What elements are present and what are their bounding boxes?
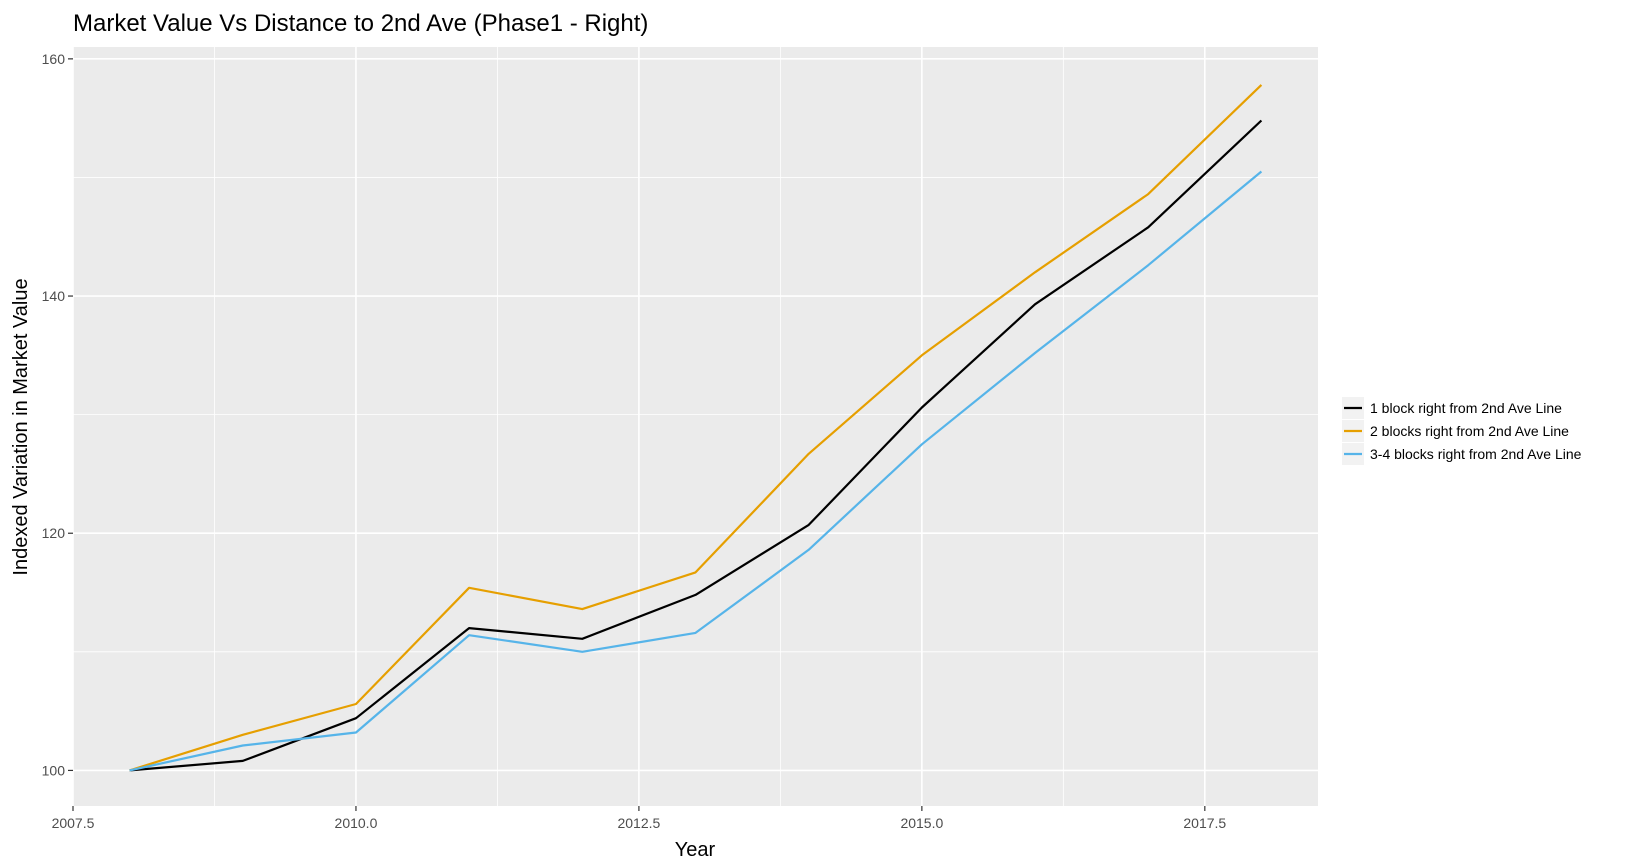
series-line-1	[129, 119, 1263, 772]
series-lines	[129, 84, 1263, 772]
x-axis-ticks: 2007.5 2010.0 2012.5 2015.0 2017.5	[52, 806, 1226, 831]
chart-title: Market Value Vs Distance to 2nd Ave (Pha…	[73, 10, 648, 37]
grid-minor	[73, 47, 1318, 806]
y-tick-label: 160	[42, 51, 66, 67]
legend: 1 block right from 2nd Ave Line 2 blocks …	[1342, 397, 1582, 465]
x-tick-label: 2007.5	[52, 815, 95, 831]
series-line-2	[129, 84, 1263, 772]
x-tick-label: 2015.0	[900, 815, 943, 831]
plot-panel	[73, 47, 1318, 806]
x-tick-label: 2017.5	[1183, 815, 1226, 831]
y-tick-label: 140	[42, 288, 66, 304]
x-tick-label: 2012.5	[617, 815, 660, 831]
y-axis-title: Indexed Variation in Market Value	[10, 278, 32, 575]
legend-label-2: 2 blocks right from 2nd Ave Line	[1370, 423, 1569, 439]
y-tick-label: 120	[42, 525, 66, 541]
x-tick-label: 2010.0	[335, 815, 378, 831]
x-axis-title: Year	[675, 839, 716, 861]
y-tick-label: 100	[42, 762, 66, 778]
y-axis-ticks: 100 120 140 160	[42, 51, 73, 778]
legend-label-3: 3-4 blocks right from 2nd Ave Line	[1370, 446, 1582, 462]
legend-label-1: 1 block right from 2nd Ave Line	[1370, 400, 1562, 416]
series-line-3	[129, 170, 1263, 772]
